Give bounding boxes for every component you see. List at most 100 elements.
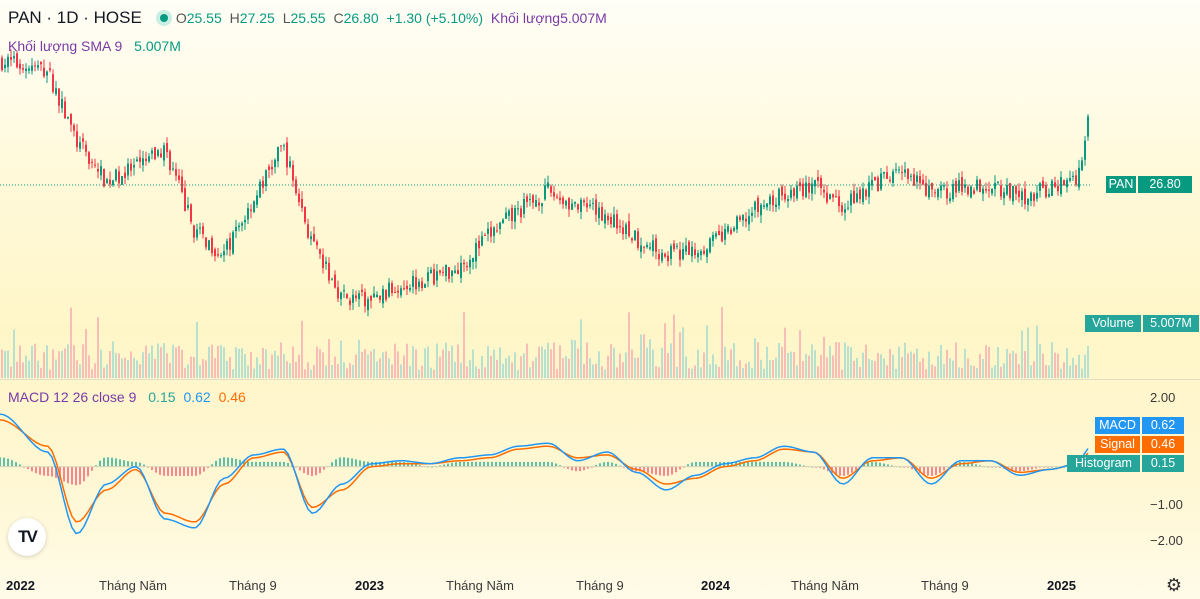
macd-line — [0, 413, 1089, 535]
volume-bar — [145, 345, 147, 378]
volume-bar — [136, 360, 138, 378]
candle-body — [388, 282, 390, 297]
histogram-bar — [751, 461, 753, 467]
volume-bar — [649, 339, 651, 378]
volume-bar — [475, 366, 477, 378]
x-tick-label: Tháng Năm — [446, 578, 514, 593]
histogram-bar — [63, 466, 65, 482]
volume-bar — [265, 349, 267, 378]
histogram-bar — [1015, 466, 1017, 472]
candle-body — [913, 174, 915, 186]
histogram-bar — [759, 461, 761, 467]
volume-bar — [268, 368, 270, 378]
volume-bar — [58, 351, 60, 378]
histogram-bar — [1031, 466, 1033, 470]
candle-body — [739, 216, 741, 220]
volume-bar — [886, 365, 888, 378]
histogram-bar — [195, 466, 197, 476]
candle-body — [370, 295, 372, 301]
volume-bar — [220, 345, 222, 378]
symbol-title[interactable]: PAN · 1D · HOSE — [8, 8, 142, 27]
candle-body — [70, 113, 72, 125]
volume-bar — [610, 344, 612, 378]
candle-body — [1006, 185, 1008, 195]
histogram-bar — [119, 459, 121, 467]
histogram-bar — [199, 466, 201, 475]
volume-bar — [841, 369, 843, 378]
volume-bar — [757, 342, 759, 378]
candle-body — [382, 288, 384, 304]
candle-body — [31, 65, 33, 71]
candle-body — [532, 195, 534, 203]
histogram-bar — [703, 461, 705, 467]
candle-body — [469, 259, 471, 268]
volume-bar — [826, 357, 828, 378]
volume-bar — [781, 346, 783, 378]
histogram-bar — [11, 460, 13, 467]
histogram-bar — [107, 457, 109, 467]
volume-bar — [13, 329, 15, 378]
histogram-bar — [791, 462, 793, 467]
volume-bar — [1054, 352, 1056, 378]
candle-body — [721, 231, 723, 242]
candle-body — [709, 238, 711, 253]
volume-bar — [1063, 362, 1065, 378]
volume-bar — [592, 364, 594, 378]
histogram-bar — [255, 461, 257, 467]
volume-bar — [835, 342, 837, 378]
volume-bar — [457, 344, 459, 378]
candle-body — [784, 193, 786, 200]
histogram-bar — [1023, 466, 1025, 471]
volume-bar — [451, 345, 453, 378]
gear-icon[interactable]: ⚙ — [1165, 575, 1183, 595]
volume-bar — [709, 364, 711, 378]
volume-bar — [640, 334, 642, 378]
symbol-legend[interactable]: PAN · 1D · HOSE O25.55 H27.25 L25.55 C26.… — [8, 8, 611, 28]
histogram-bar — [67, 466, 69, 484]
volume-bar — [961, 367, 963, 378]
candle-body — [169, 151, 171, 171]
volume-bar — [199, 365, 201, 378]
candle-body — [49, 68, 51, 71]
tradingview-logo-icon[interactable]: TV — [8, 518, 46, 556]
volume-bar — [580, 319, 582, 378]
candle-body — [793, 188, 795, 197]
volume-bar — [355, 354, 357, 378]
volume-bar — [253, 368, 255, 378]
candle-body — [994, 182, 996, 189]
candle-body — [550, 186, 552, 193]
candle-body — [832, 194, 834, 198]
volume-bar — [535, 357, 537, 378]
histogram-bar — [7, 458, 9, 467]
candle-body — [925, 183, 927, 196]
volume-label: Khối lượng — [490, 10, 561, 26]
volume-bar — [889, 348, 891, 378]
volume-bar — [64, 348, 66, 378]
volume-bar — [865, 344, 867, 378]
macd-legend-label: MACD 12 26 close 9 — [8, 389, 137, 405]
histogram-bar — [75, 466, 77, 486]
volume-bar — [358, 339, 360, 378]
volume-value: 5.007M — [560, 10, 607, 26]
histogram-bar — [419, 465, 421, 467]
histogram-bar — [1011, 466, 1013, 471]
volume-bar — [646, 347, 648, 378]
histogram-bar — [303, 466, 305, 474]
candle-body — [121, 176, 123, 185]
volume-sma-legend[interactable]: Khối lượng SMA 9 5.007M — [8, 38, 185, 54]
candle-body — [1015, 186, 1017, 194]
candle-body — [883, 171, 885, 174]
volume-bar — [586, 342, 588, 378]
volume-bar — [1030, 365, 1032, 378]
candle-body — [292, 164, 294, 181]
candle-body — [760, 204, 762, 216]
volume-bar — [232, 369, 234, 378]
candle-body — [379, 295, 381, 300]
candle-body — [511, 207, 513, 222]
x-tick-label: 2022 — [6, 578, 35, 593]
histogram-bar — [935, 466, 937, 475]
macd-legend[interactable]: MACD 12 26 close 9 0.15 0.62 0.46 — [8, 389, 250, 405]
histogram-bar — [219, 458, 221, 467]
